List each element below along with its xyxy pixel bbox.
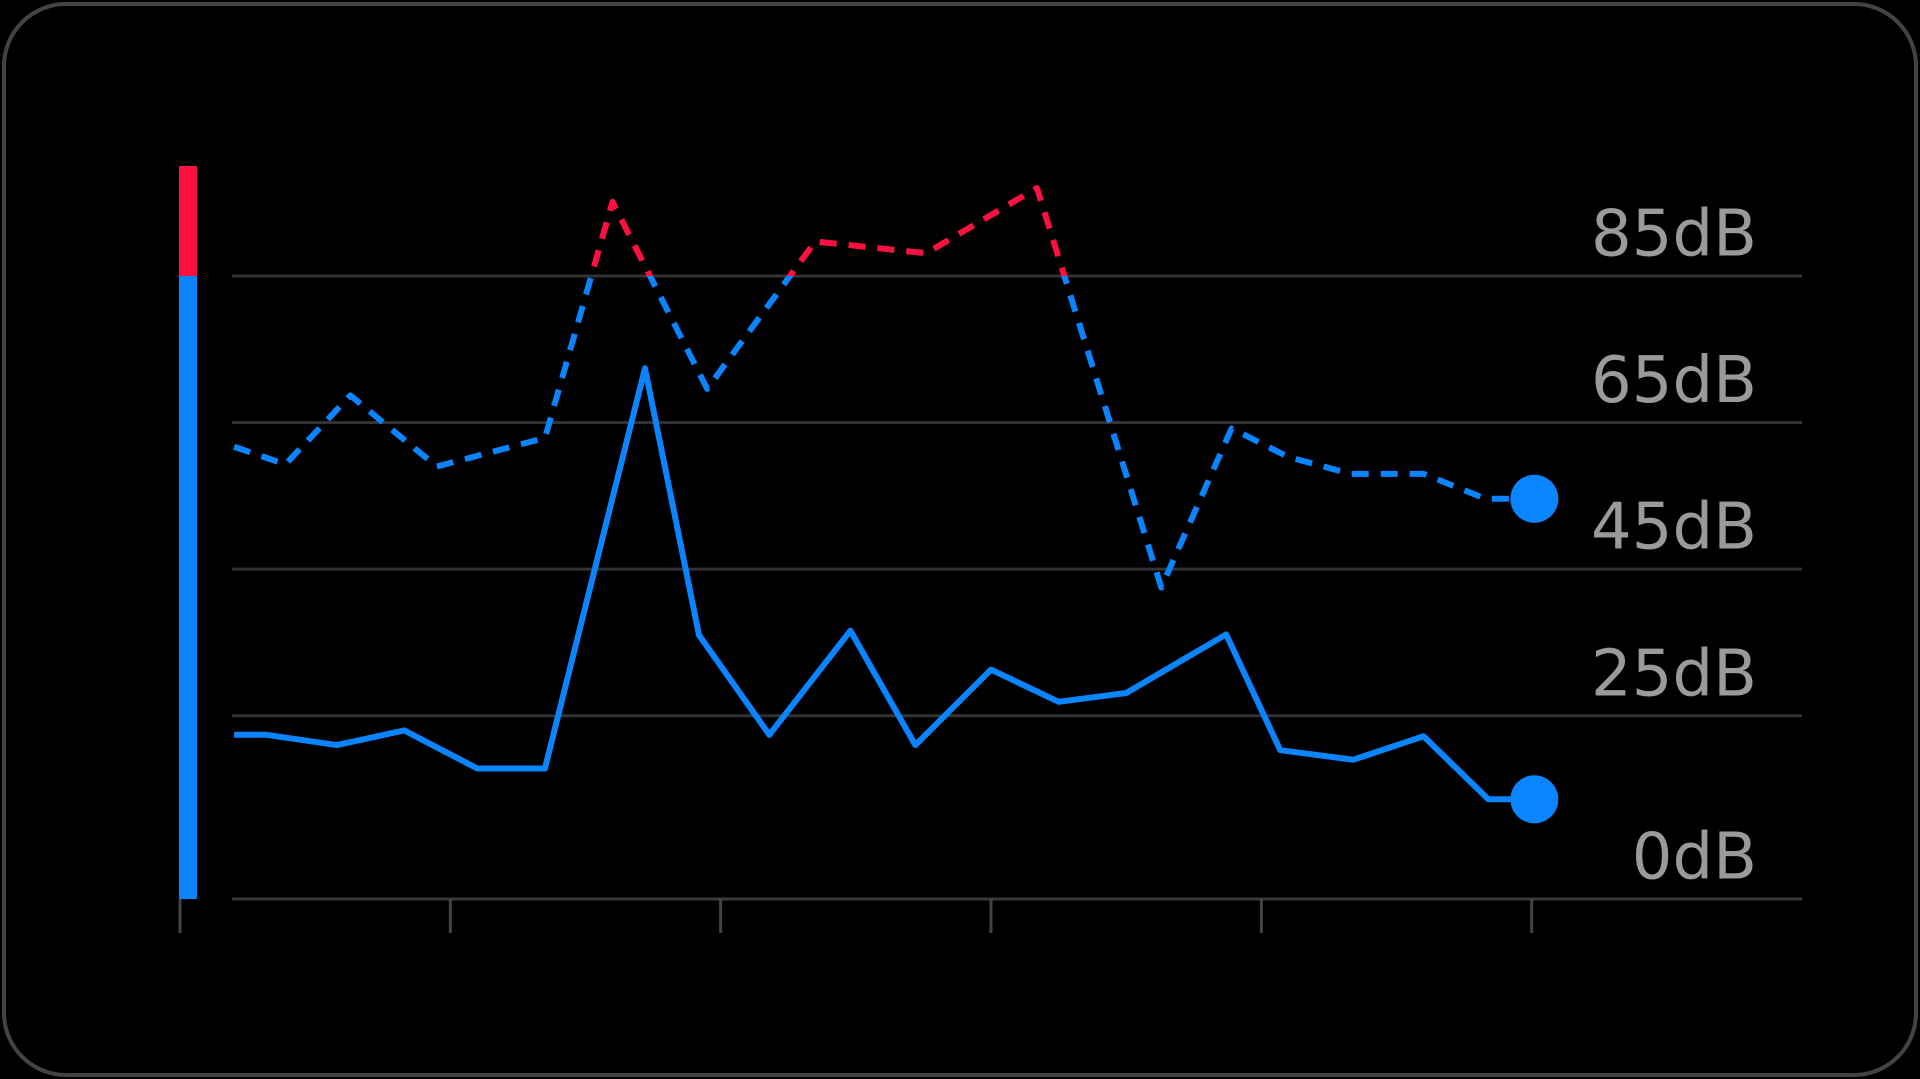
y-tick-label: 45dB (1591, 491, 1757, 565)
y-tick-label: 25dB (1591, 637, 1757, 711)
level-bar-danger (179, 166, 197, 276)
end-marker (1510, 474, 1559, 523)
series-line (234, 365, 1535, 803)
end-marker (1510, 775, 1559, 824)
y-tick-label: 85dB (1591, 198, 1757, 272)
y-tick-label: 0dB (1632, 821, 1757, 895)
level-bar-safe (179, 275, 197, 899)
y-tick-label: 65dB (1591, 344, 1757, 418)
